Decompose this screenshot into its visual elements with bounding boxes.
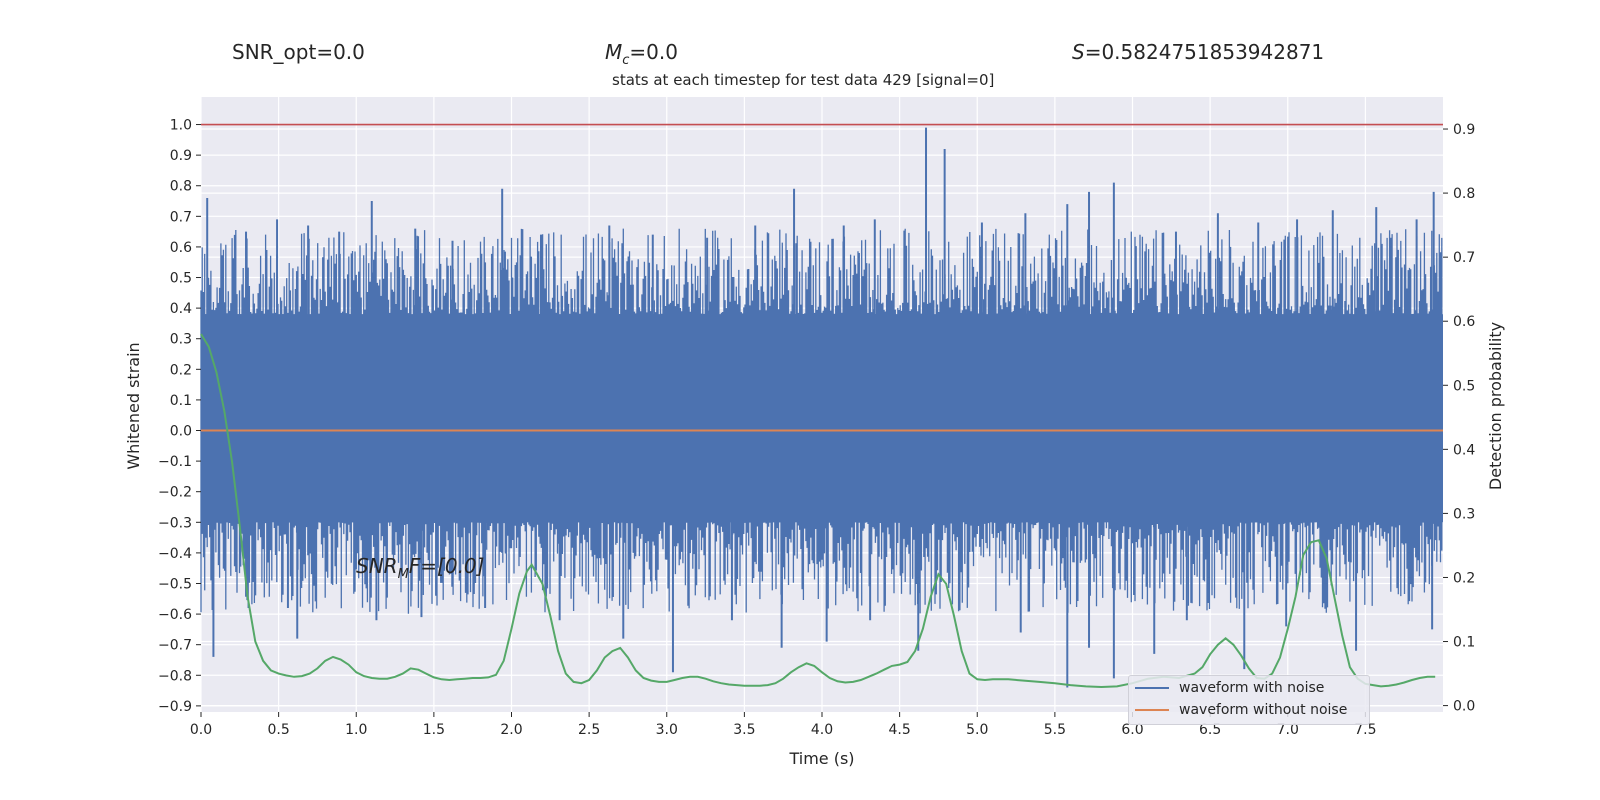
y-tick-label-9: 0.1 [170,393,192,409]
x-tick-label-11: 5.5 [1044,722,1066,738]
legend-item-noisy: waveform with noise [1135,680,1324,696]
y-tick-label-8: 0.2 [170,362,192,378]
y-tick-label-13: −0.3 [158,515,192,531]
y-tick-label-10: 0.0 [170,424,192,440]
legend-item-clean: waveform without noise [1135,702,1347,718]
chirp-mass-value: =0.0 [629,40,678,64]
y-tick-label-17: −0.7 [158,638,192,654]
y-tick-label-3: 0.7 [170,209,192,225]
y2-tick-label-6: 0.3 [1453,506,1475,522]
legend-swatch-clean [1135,709,1169,711]
x-tick-label-8: 4.0 [811,722,833,738]
x-tick-label-9: 4.5 [888,722,910,738]
y-axis-ticks: 1.0 0.9 0.8 0.7 0.6 0.5 0.4 0.3 0.2 0.1 0.0 −0.1 −0.… [158,118,201,715]
y-tick-label-2: 0.8 [170,179,192,195]
y2-tick-label-8: 0.1 [1453,635,1475,651]
x-tick-label-1: 0.5 [267,722,289,738]
x-tick-label-14: 7.0 [1277,722,1299,738]
legend-swatch-noisy [1135,687,1169,689]
y-tick-label-19: −0.9 [158,699,192,715]
legend-label-clean: waveform without noise [1179,702,1348,718]
chirp-mass-symbol: M [605,40,623,64]
s-stat-value: =0.5824751853942871 [1084,40,1325,64]
y-tick-label-4: 0.6 [170,240,192,256]
series-waveform-with-noise [200,127,1443,688]
y2-tick-label-0: 0.9 [1453,122,1475,138]
y-tick-label-11: −0.1 [158,454,192,470]
series-lines [200,123,1443,689]
chirp-mass-label: Mc=0.0 [605,40,678,68]
noisy-spikes [200,228,1443,614]
y-tick-label-12: −0.2 [158,485,192,501]
y2-tick-label-3: 0.6 [1453,314,1475,330]
x-tick-label-7: 3.5 [733,722,755,738]
y2-axis-label: Detection probability [1486,322,1505,490]
legend-label-noisy: waveform with noise [1179,680,1325,696]
y2-tick-label-1: 0.8 [1453,186,1475,202]
y-tick-label-5: 0.5 [170,271,192,287]
x-tick-label-10: 5.0 [966,722,988,738]
x-tick-label-5: 2.5 [578,722,600,738]
snr-mf-annotation: SNRMF=[0.0] [356,554,484,582]
x-tick-label-12: 6.0 [1121,722,1143,738]
x-axis-ticks: 0.0 0.5 1.0 1.5 2.0 2.5 3.0 3.5 4.0 4.5 5.0 5.5 6.0 6… [190,712,1377,738]
x-tick-label-13: 6.5 [1199,722,1221,738]
y-tick-label-7: 0.3 [170,332,192,348]
x-tick-label-15: 7.5 [1354,722,1376,738]
y2-tick-label-2: 0.7 [1453,250,1475,266]
y-tick-label-15: −0.5 [158,576,192,592]
y2-tick-label-9: 0.0 [1453,699,1475,715]
y2-axis-ticks: 0.9 0.8 0.7 0.6 0.5 0.4 0.3 0.2 0.1 0.0 [1443,122,1475,715]
y-tick-label-1: 0.9 [170,148,192,164]
y-axis-label: Whitened strain [124,342,143,469]
snr-mf-main: SNR [356,554,398,578]
y-tick-label-18: −0.8 [158,668,192,684]
y-tick-label-0: 1.0 [170,118,192,134]
x-tick-label-2: 1.0 [345,722,367,738]
y2-tick-label-4: 0.5 [1453,378,1475,394]
y2-tick-label-7: 0.2 [1453,570,1475,586]
x-tick-label-6: 3.0 [656,722,678,738]
y-tick-label-14: −0.4 [158,546,192,562]
snr-opt-label: SNR_opt=0.0 [232,40,365,64]
chart-title: stats at each timestep for test data 429… [612,71,995,89]
s-stat-label: S=0.5824751853942871 [1072,40,1324,64]
x-tick-label-3: 1.5 [423,722,445,738]
series-detection-probability [200,333,1436,689]
s-stat-symbol: S [1072,40,1085,64]
snr-mf-sub: M [397,567,409,582]
legend: waveform with noise waveform without noi… [1128,675,1370,725]
y2-tick-label-5: 0.4 [1453,442,1475,458]
y-tick-label-6: 0.4 [170,301,192,317]
x-axis-label: Time (s) [788,749,854,768]
snr-mf-rest: F=[0.0] [408,554,485,578]
y-tick-label-16: −0.6 [158,607,192,623]
x-tick-label-0: 0.0 [190,722,212,738]
x-tick-label-4: 2.0 [500,722,522,738]
chirp-mass-subscript: c [622,53,630,68]
